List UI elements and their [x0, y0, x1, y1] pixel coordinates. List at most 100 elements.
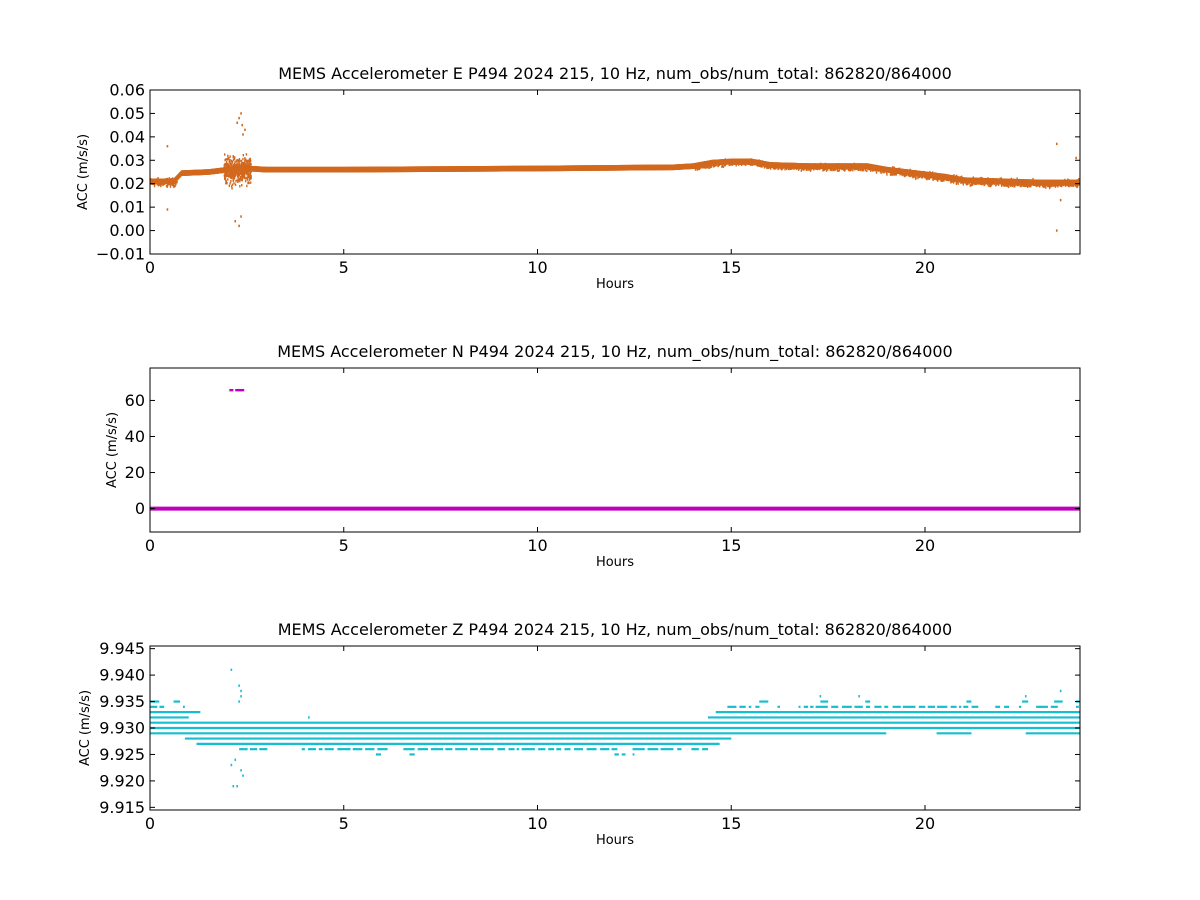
data-point — [952, 180, 954, 183]
data-point — [1011, 184, 1014, 188]
data-point — [1048, 184, 1051, 188]
outlier-point — [1075, 156, 1077, 160]
data-point — [802, 167, 804, 171]
data-point — [234, 174, 236, 177]
data-point — [231, 187, 233, 190]
data-point — [239, 179, 241, 183]
data-point — [696, 168, 699, 171]
data-point — [989, 184, 992, 188]
x-tick-label: 5 — [339, 258, 349, 277]
data-point — [1016, 183, 1019, 186]
data-point — [172, 183, 174, 187]
data-point — [704, 165, 706, 169]
data-point — [239, 159, 241, 163]
data-point — [1003, 183, 1005, 187]
data-point — [866, 169, 868, 173]
data-point — [174, 184, 176, 188]
data-point — [849, 169, 851, 172]
outlier-point — [1055, 142, 1058, 146]
data-point — [247, 162, 249, 165]
data-point — [767, 166, 770, 170]
data-point — [914, 175, 916, 179]
data-point — [956, 181, 959, 184]
data-point — [880, 171, 882, 174]
data-point — [227, 154, 229, 158]
data-point — [247, 159, 249, 163]
data-point — [241, 163, 243, 167]
data-point — [232, 158, 235, 162]
data-point — [975, 182, 978, 185]
data-point — [1024, 184, 1026, 188]
data-point — [166, 185, 169, 188]
data-point — [731, 163, 734, 166]
data-point — [225, 174, 227, 178]
data-point — [1049, 185, 1052, 188]
data-point — [157, 177, 159, 180]
data-point — [237, 176, 239, 179]
data-point — [243, 171, 245, 174]
data-point — [160, 184, 162, 188]
data-point — [918, 175, 921, 179]
data-point — [773, 167, 776, 170]
data-point — [843, 168, 845, 172]
data-point — [230, 185, 233, 188]
outlier-point — [1059, 198, 1062, 202]
data-point — [234, 156, 236, 159]
data-point — [705, 165, 708, 169]
data-point — [709, 165, 711, 169]
data-point — [961, 175, 963, 178]
data-point — [225, 158, 227, 161]
data-point — [226, 182, 228, 185]
data-point — [227, 156, 229, 160]
data-point — [248, 172, 250, 176]
data-point — [704, 166, 707, 169]
data-point — [225, 172, 228, 176]
data-point — [158, 183, 161, 186]
data-point — [721, 165, 724, 168]
data-point — [229, 159, 231, 162]
data-point — [232, 178, 235, 182]
series-0 — [150, 112, 1080, 232]
data-point — [984, 182, 986, 186]
chart-panel-0: MEMS Accelerometer E P494 2024 215, 10 H… — [76, 64, 1081, 292]
data-point — [225, 180, 227, 183]
data-point — [243, 163, 246, 166]
data-point — [224, 162, 227, 166]
data-point — [1004, 183, 1006, 187]
data-point — [967, 182, 969, 185]
data-point — [775, 166, 777, 170]
data-point — [224, 165, 226, 168]
data-point — [224, 174, 227, 178]
data-point — [862, 168, 865, 172]
data-point — [229, 155, 231, 158]
data-point — [724, 163, 727, 167]
data-point — [1020, 184, 1023, 187]
data-point — [899, 172, 901, 176]
data-point — [247, 181, 250, 184]
data-point — [228, 161, 231, 164]
data-point — [1016, 177, 1018, 180]
data-point — [989, 182, 992, 186]
data-point — [246, 184, 248, 188]
data-point — [917, 176, 919, 180]
data-point — [165, 185, 168, 188]
data-point — [1068, 185, 1070, 188]
data-point — [236, 163, 239, 166]
data-point — [245, 159, 248, 162]
data-point — [838, 169, 840, 172]
data-point — [981, 182, 983, 186]
data-point — [249, 157, 251, 161]
data-point — [224, 153, 226, 156]
data-point — [234, 183, 237, 186]
data-point — [229, 161, 231, 164]
data-point — [242, 154, 245, 157]
data-point — [249, 176, 251, 180]
outlier-point — [166, 145, 169, 148]
data-point — [246, 173, 248, 176]
data-point — [234, 160, 236, 164]
data-point — [973, 182, 976, 185]
data-point — [981, 182, 984, 185]
x-tick-label: 10 — [527, 258, 547, 277]
data-point — [249, 163, 251, 166]
data-point — [778, 166, 780, 170]
